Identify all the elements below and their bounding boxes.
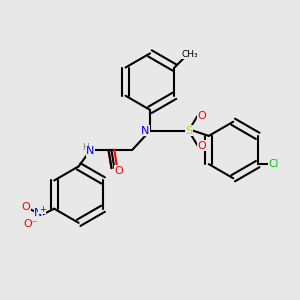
Text: O: O (198, 111, 206, 121)
Text: CH₃: CH₃ (182, 50, 199, 58)
Text: H: H (82, 142, 89, 152)
Text: +: + (39, 205, 46, 214)
Text: O: O (198, 140, 206, 151)
Text: O: O (114, 166, 123, 176)
Text: N: N (86, 146, 95, 157)
Text: O⁻: O⁻ (23, 219, 38, 229)
Text: Cl: Cl (269, 159, 279, 169)
Text: N: N (34, 208, 43, 218)
Text: S: S (185, 126, 192, 136)
Text: N: N (141, 126, 150, 136)
Text: O: O (22, 202, 30, 212)
